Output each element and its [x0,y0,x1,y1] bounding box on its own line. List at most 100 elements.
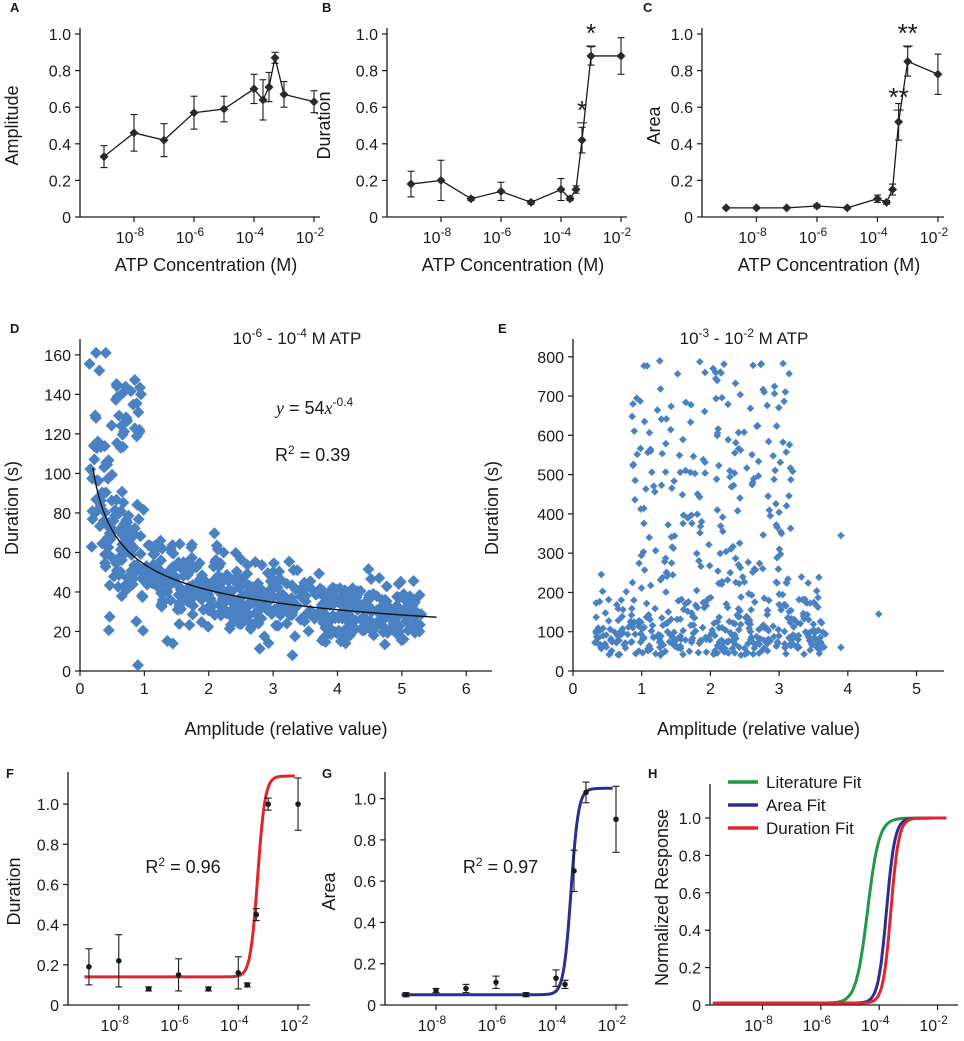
data-point [894,117,904,127]
data-point [776,527,785,536]
data-point [678,490,687,499]
data-point [700,603,708,612]
data-point [782,203,792,213]
data-point [219,104,229,114]
data-point [745,624,753,633]
data-point [685,647,694,656]
data-point [785,369,793,378]
data-point [808,627,817,635]
data-point [526,197,536,207]
data-point [645,428,654,437]
data-point [730,469,739,477]
data-point [669,544,678,553]
data-point [807,640,816,648]
x-tick-label: 10-2 [919,1013,948,1035]
data-point [176,564,189,577]
y-tick-label: 0.2 [671,173,693,190]
data-point [136,590,149,603]
data-point [523,991,529,998]
data-point [763,610,771,619]
y-tick-label: 0.8 [37,837,59,854]
data-point [770,382,779,391]
data-point [628,578,637,587]
data-point [815,573,823,582]
data-point [648,621,657,630]
data-point [675,451,684,460]
data-point [689,629,698,638]
data-point [786,524,795,533]
legend-label: Literature Fit [766,773,862,792]
panel-b: 0 0.2 0.4 0.6 0.8 1.0 10-8 10-6 10-4 10-2 ATP Conc… [314,0,632,275]
data-point [496,186,506,196]
data-point [728,631,737,640]
data-point [592,613,601,621]
data-point [715,613,723,622]
data-point [673,370,682,378]
data-point [137,624,150,637]
data-point [709,364,717,373]
data-point [85,540,98,553]
data-point [217,546,230,559]
x-tick-label: 2 [706,681,715,698]
data-point [246,586,259,599]
x-tick-label: 10-8 [738,225,767,247]
data-point [592,629,600,637]
data-point [789,623,798,631]
data-point [715,623,723,632]
data-point [129,128,139,138]
data-point [130,430,143,443]
data-point [130,397,143,410]
data-point [617,596,626,604]
data-point [265,801,271,807]
x-tick-label: 10-2 [296,225,325,247]
data-point [640,634,648,642]
data-point [651,487,659,496]
data-point [734,560,743,569]
fit-curve [92,467,437,618]
y-tick-label: 800 [537,350,564,367]
data-point [630,596,638,605]
data-point [156,594,169,607]
data-point [571,185,581,195]
y-tick-label: 60 [53,545,71,562]
data-point [636,444,645,453]
data-point [708,626,717,634]
x-tick-label: 3 [775,681,784,698]
data-point [770,475,778,484]
data-point [288,630,301,643]
data-point [299,589,312,602]
x-tick-label: 4 [333,681,342,698]
data-point [280,617,293,630]
panel-a: 0 0.2 0.4 0.6 0.8 1.0 10-8 10-6 10-4 10-2 ATP Conc… [2,0,325,275]
fit-curve [401,786,613,997]
data-point [280,577,293,590]
data-point [314,582,327,595]
data-point [749,650,757,658]
data-point [261,566,274,579]
data-point [110,557,123,570]
data-point [370,616,383,629]
data-point [681,636,690,644]
x-tick-label: 10-8 [101,1013,130,1035]
data-point [661,439,670,448]
data-point [635,559,643,568]
data-point [774,639,782,647]
data-point [782,650,790,658]
data-point [770,389,779,398]
data-point [649,633,658,642]
data-point [731,449,739,457]
data-point [704,595,712,603]
data-point [101,472,114,485]
data-point [633,450,641,459]
data-point [696,357,704,366]
y-tick-label: 0 [62,664,71,681]
data-point [736,494,744,502]
data-point [640,417,649,426]
x-tick-label: 10-8 [418,1013,447,1035]
y-tick-label: 0.4 [679,923,701,940]
data-point [774,565,783,573]
data-point [812,587,821,595]
data-point [647,627,656,635]
data-point [746,404,755,413]
